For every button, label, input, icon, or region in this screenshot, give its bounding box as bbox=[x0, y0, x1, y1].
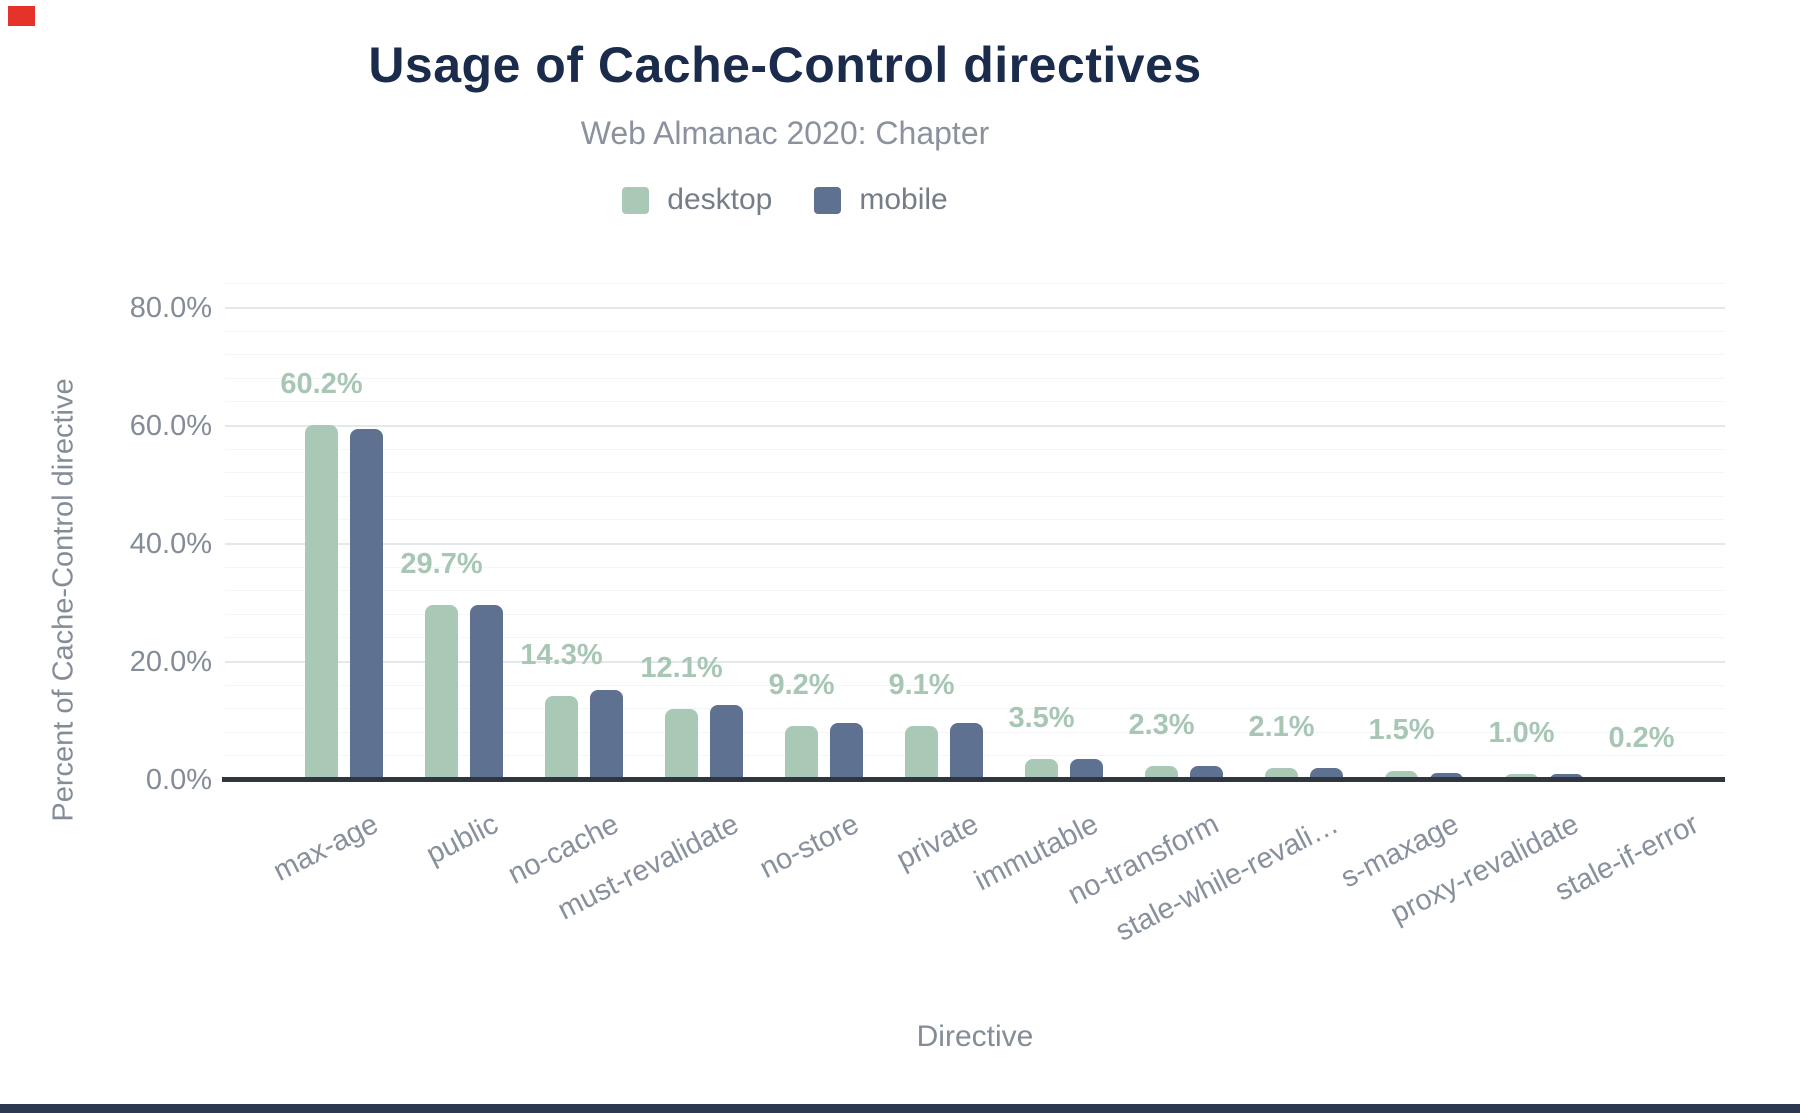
major-gridline bbox=[225, 543, 1725, 545]
bar-mobile-no-cache[interactable] bbox=[590, 690, 623, 780]
minor-gridline bbox=[225, 637, 1725, 639]
bar-mobile-public[interactable] bbox=[470, 604, 503, 780]
minor-gridline bbox=[225, 519, 1725, 521]
minor-gridline bbox=[225, 330, 1725, 332]
minor-gridline bbox=[225, 708, 1725, 710]
value-label-no-store: 9.2% bbox=[768, 668, 835, 701]
bar-desktop-public[interactable] bbox=[425, 604, 458, 780]
mobile-swatch-icon bbox=[814, 186, 842, 214]
bar-mobile-s-maxage[interactable] bbox=[1430, 772, 1463, 780]
bar-desktop-s-maxage[interactable] bbox=[1385, 771, 1418, 780]
chart-title: Usage of Cache-Control directives bbox=[368, 37, 1202, 93]
x-tick-label-max-age: max-age bbox=[268, 808, 384, 888]
bar-desktop-no-store[interactable] bbox=[785, 725, 818, 780]
bar-desktop-max-age[interactable] bbox=[305, 424, 338, 780]
minor-gridline bbox=[225, 495, 1725, 497]
value-label-must-revalidate: 12.1% bbox=[640, 651, 723, 684]
minor-gridline bbox=[225, 283, 1725, 285]
y-axis-title: Percent of Cache-Control directive bbox=[47, 378, 80, 822]
bar-desktop-no-cache[interactable] bbox=[545, 695, 578, 780]
major-gridline bbox=[225, 425, 1725, 427]
minor-gridline bbox=[225, 684, 1725, 686]
x-tick-label-stale-while-revalidate: stale-while-revali… bbox=[1110, 808, 1344, 948]
bar-mobile-no-transform[interactable] bbox=[1190, 765, 1223, 780]
bar-mobile-stale-while-revalidate[interactable] bbox=[1310, 767, 1343, 780]
legend-item-mobile: mobile bbox=[814, 183, 948, 217]
legend: desktop mobile bbox=[0, 183, 1570, 217]
legend-label-mobile: mobile bbox=[859, 183, 948, 216]
legend-item-desktop: desktop bbox=[622, 183, 772, 217]
x-tick-label-no-store: no-store bbox=[754, 808, 864, 885]
y-tick-label: 20.0% bbox=[129, 646, 212, 678]
major-gridline bbox=[225, 661, 1725, 663]
x-axis-line bbox=[222, 777, 1725, 782]
minor-gridline bbox=[225, 401, 1725, 403]
bar-mobile-no-store[interactable] bbox=[830, 723, 863, 780]
value-label-max-age: 60.2% bbox=[280, 367, 363, 400]
bar-desktop-immutable[interactable] bbox=[1025, 759, 1058, 780]
minor-gridline bbox=[225, 566, 1725, 568]
value-label-stale-if-error: 0.2% bbox=[1608, 721, 1675, 754]
y-tick-label: 60.0% bbox=[129, 410, 212, 442]
minor-gridline bbox=[225, 472, 1725, 474]
desktop-swatch-icon bbox=[622, 186, 650, 214]
bar-desktop-must-revalidate[interactable] bbox=[665, 708, 698, 780]
bar-desktop-private[interactable] bbox=[905, 726, 938, 780]
minor-gridline bbox=[225, 613, 1725, 615]
value-label-private: 9.1% bbox=[888, 669, 955, 702]
y-tick-label: 40.0% bbox=[129, 528, 212, 560]
bar-desktop-no-transform[interactable] bbox=[1145, 766, 1178, 780]
chart-subtitle: Web Almanac 2020: Chapter bbox=[580, 115, 990, 151]
minor-gridline bbox=[225, 448, 1725, 450]
bottom-bar bbox=[0, 1104, 1800, 1113]
minor-gridline bbox=[225, 590, 1725, 592]
bar-mobile-private[interactable] bbox=[950, 723, 983, 780]
value-label-public: 29.7% bbox=[400, 547, 483, 580]
x-axis-title: Directive bbox=[916, 1020, 1034, 1053]
x-tick-label-private: private bbox=[891, 808, 984, 877]
value-label-stale-while-revalidate: 2.1% bbox=[1248, 710, 1315, 743]
value-label-no-transform: 2.3% bbox=[1128, 709, 1195, 742]
minor-gridline bbox=[225, 377, 1725, 379]
major-gridline bbox=[225, 307, 1725, 309]
bar-mobile-max-age[interactable] bbox=[350, 428, 383, 780]
bar-mobile-must-revalidate[interactable] bbox=[710, 705, 743, 780]
value-label-no-cache: 14.3% bbox=[520, 638, 603, 671]
x-tick-label-public: public bbox=[421, 808, 504, 871]
y-tick-label: 80.0% bbox=[129, 292, 212, 324]
bar-desktop-stale-while-revalidate[interactable] bbox=[1265, 767, 1298, 780]
legend-label-desktop: desktop bbox=[667, 183, 773, 216]
corner-marker bbox=[8, 6, 35, 26]
y-tick-label: 0.0% bbox=[145, 764, 212, 796]
value-label-proxy-revalidate: 1.0% bbox=[1488, 717, 1555, 750]
value-label-s-maxage: 1.5% bbox=[1368, 714, 1435, 747]
bar-mobile-immutable[interactable] bbox=[1070, 758, 1103, 780]
minor-gridline bbox=[225, 354, 1725, 356]
value-label-immutable: 3.5% bbox=[1008, 702, 1075, 735]
